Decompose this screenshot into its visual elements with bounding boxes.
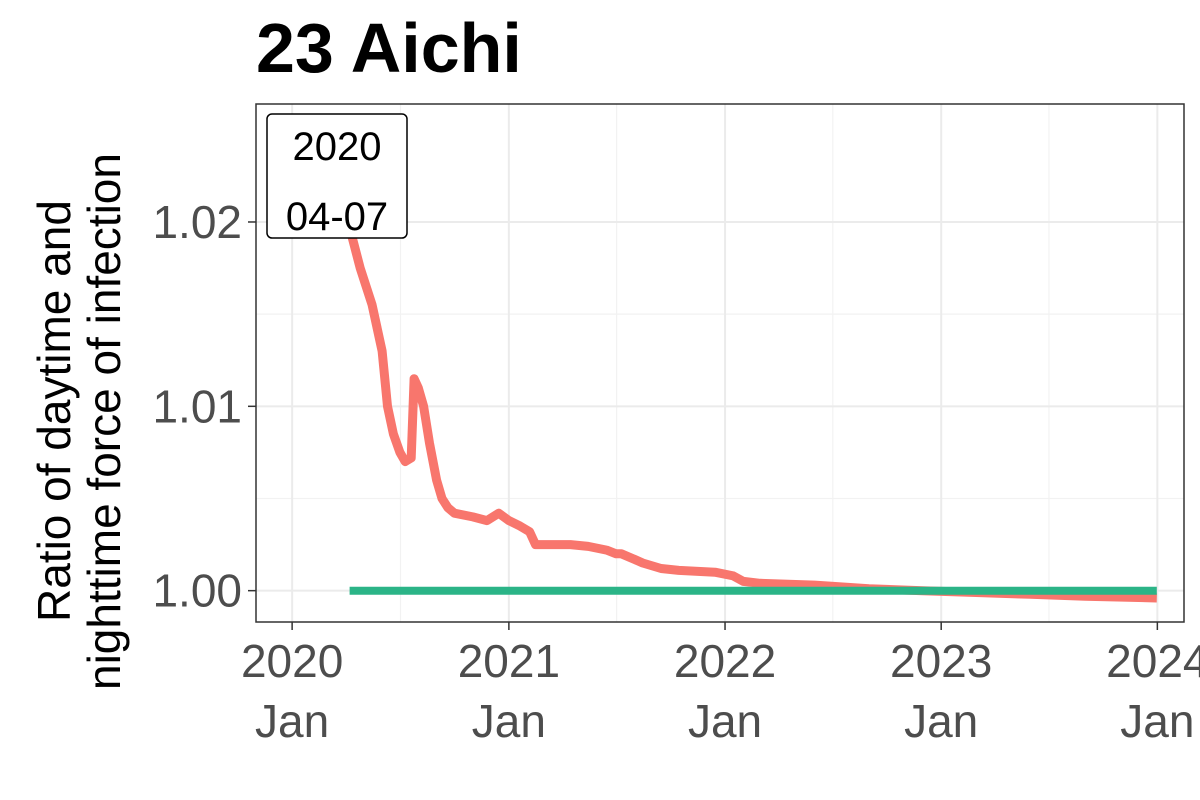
y-axis-label: Ratio of daytime and xyxy=(28,200,80,622)
x-tick-label-month: Jan xyxy=(1120,695,1194,747)
x-tick-label-year: 2024 xyxy=(1106,635,1200,687)
x-tick-label-month: Jan xyxy=(688,695,762,747)
x-tick-label-year: 2021 xyxy=(458,635,560,687)
x-tick-label-year: 2023 xyxy=(890,635,992,687)
date-badge-date: 04-07 xyxy=(286,195,388,239)
y-tick-label: 1.00 xyxy=(152,565,242,617)
x-tick-label-month: Jan xyxy=(255,695,329,747)
plot-border xyxy=(255,103,1185,623)
x-tick-label-month: Jan xyxy=(472,695,546,747)
x-tick-label-year: 2020 xyxy=(241,635,343,687)
y-axis-label-line-2: nighttime force of infection xyxy=(78,153,130,690)
series-layer xyxy=(345,226,1157,603)
date-badge: 2020 04-07 xyxy=(266,113,408,239)
y-tick-label: 1.02 xyxy=(152,196,242,248)
chart-title: 23 Aichi xyxy=(256,9,522,87)
x-tick-label-month: Jan xyxy=(904,695,978,747)
y-tick-label: 1.01 xyxy=(152,380,242,432)
plot-panel xyxy=(256,104,1184,622)
date-badge-year: 2020 xyxy=(293,125,382,169)
series-line-1 xyxy=(345,226,1157,603)
axis-ticks: 1.00 1.01 1.02 2020 Jan 2021 Jan 2022 Jan 2023 Jan… xyxy=(152,196,1200,747)
y-axis-label-2: nighttime force of infection xyxy=(78,153,130,690)
x-tick-label-year: 2022 xyxy=(674,635,776,687)
date-badge-box xyxy=(266,113,408,239)
y-axis-label-line-1: Ratio of daytime and xyxy=(28,200,80,622)
